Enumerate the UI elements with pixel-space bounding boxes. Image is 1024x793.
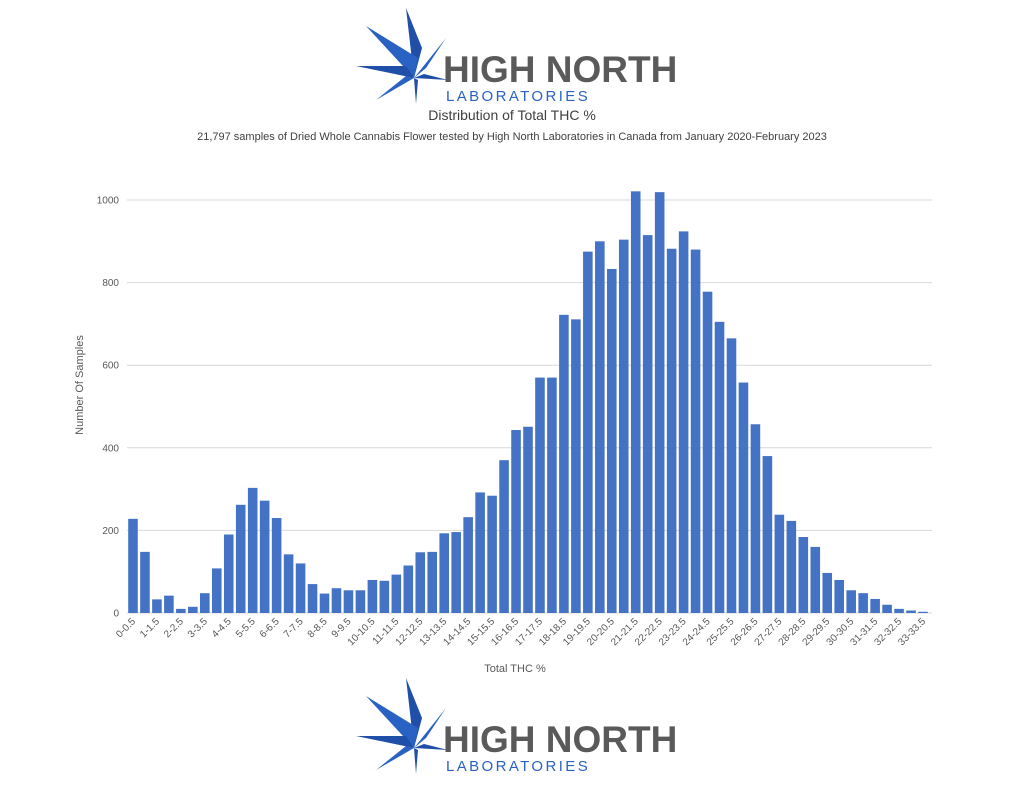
x-tick-label: 2-2.5 xyxy=(162,616,186,640)
bar xyxy=(846,590,856,613)
bar xyxy=(259,500,270,613)
logo-bottom: HIGH NORTH LABORATORIES xyxy=(356,678,677,775)
bar xyxy=(870,598,880,613)
bar xyxy=(810,546,821,613)
y-tick-label: 800 xyxy=(102,278,119,289)
y-tick-label: 200 xyxy=(102,526,119,537)
bar xyxy=(714,321,725,613)
x-tick-label: 8-8.5 xyxy=(306,616,330,640)
x-tick-label: 7-7.5 xyxy=(282,616,306,640)
bar xyxy=(152,599,162,613)
bar xyxy=(630,191,641,613)
x-tick-label: 5-5.5 xyxy=(234,616,258,640)
bar xyxy=(894,608,904,613)
bar xyxy=(750,424,761,613)
bar xyxy=(140,551,150,613)
bar xyxy=(618,239,629,613)
x-tick-label: 6-6.5 xyxy=(258,616,282,640)
bar xyxy=(762,456,773,613)
bar xyxy=(882,604,892,613)
bar xyxy=(726,338,737,613)
bar xyxy=(798,537,809,613)
x-tick-label: 1-1.5 xyxy=(138,616,162,640)
bar xyxy=(690,249,701,613)
bar xyxy=(511,430,521,613)
y-tick-label: 600 xyxy=(102,361,119,372)
bar xyxy=(738,382,749,613)
bar xyxy=(319,593,330,613)
logo-tagline: LABORATORIES xyxy=(446,88,590,105)
bar xyxy=(391,574,402,613)
bar xyxy=(188,606,198,613)
bar xyxy=(176,608,186,613)
bar xyxy=(415,552,426,613)
bar xyxy=(702,291,713,613)
x-tick-label: 33-33.5 xyxy=(896,616,928,648)
bar xyxy=(523,426,533,613)
bar xyxy=(595,241,605,614)
bar xyxy=(307,584,318,613)
x-tick-label: 4-4.5 xyxy=(210,616,234,640)
bar xyxy=(858,593,868,613)
bar xyxy=(295,563,306,613)
bar xyxy=(642,235,653,614)
bar xyxy=(918,611,928,613)
bar xyxy=(774,514,785,613)
bar xyxy=(439,533,449,613)
x-tick-label: 0-0.5 xyxy=(114,616,138,640)
bar xyxy=(487,495,497,613)
bar xyxy=(834,579,845,613)
bar xyxy=(463,517,473,613)
logo-tagline: LABORATORIES xyxy=(446,758,590,775)
bar xyxy=(211,568,222,613)
bar xyxy=(666,248,677,613)
bar xyxy=(367,579,378,613)
bar xyxy=(786,520,797,613)
logo-brand: HIGH NORTH xyxy=(443,719,677,760)
bar xyxy=(475,492,485,613)
bar xyxy=(427,551,438,613)
bar xyxy=(164,595,174,613)
bar xyxy=(547,377,557,613)
bar xyxy=(535,377,545,613)
bar xyxy=(571,319,581,613)
chart-title: Distribution of Total THC % xyxy=(428,107,596,123)
x-axis-label: Total THC % xyxy=(484,663,546,675)
bar xyxy=(499,460,509,613)
bar xyxy=(451,532,461,613)
x-tick-label: 3-3.5 xyxy=(186,616,210,640)
bar xyxy=(271,518,282,613)
bar xyxy=(247,487,258,613)
y-tick-label: 1000 xyxy=(97,196,120,207)
y-tick-label: 400 xyxy=(102,443,119,454)
bar xyxy=(822,572,833,613)
bar xyxy=(223,534,234,613)
chart-subtitle: 21,797 samples of Dried Whole Cannabis F… xyxy=(197,131,827,143)
bar xyxy=(200,593,210,613)
bar xyxy=(379,580,390,613)
bar xyxy=(283,554,294,613)
bar xyxy=(654,192,665,613)
bar xyxy=(343,590,354,613)
y-tick-label: 0 xyxy=(113,609,119,620)
bar xyxy=(678,231,689,613)
bar xyxy=(235,504,246,613)
bar xyxy=(906,610,916,613)
bar xyxy=(331,588,342,613)
logo-brand: HIGH NORTH xyxy=(443,49,677,90)
bar xyxy=(403,565,414,613)
y-axis-label: Number Of Samples xyxy=(74,335,86,435)
plot: 0 200 400 600 800 1000 0-0.5 1-1.5 2-2.5 3-3.5 4-4… xyxy=(97,191,932,648)
x-tick-label: 10-10.5 xyxy=(346,616,378,648)
bar xyxy=(355,590,366,613)
bar xyxy=(559,314,569,613)
bar xyxy=(606,268,617,613)
bar xyxy=(128,518,138,613)
logo-top: HIGH NORTH LABORATORIES xyxy=(356,8,677,105)
bar xyxy=(583,251,593,613)
